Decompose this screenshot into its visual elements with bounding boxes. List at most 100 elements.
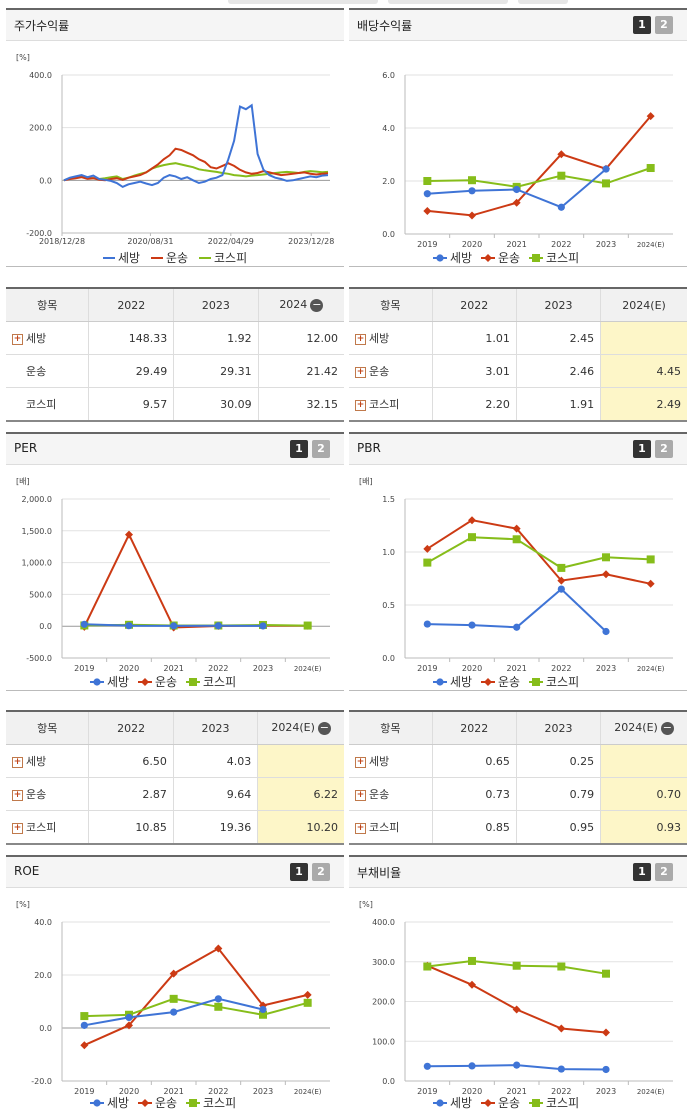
view-1-button[interactable]: 1 [633, 440, 651, 458]
value-cell: 29.31 [173, 354, 259, 388]
expand-plus-icon[interactable]: + [12, 822, 23, 834]
view-1-button[interactable]: 1 [290, 440, 308, 458]
data-point [80, 1041, 89, 1050]
cell-value: 0.93 [656, 820, 682, 834]
expand-plus-icon[interactable]: + [12, 756, 23, 768]
expand-plus-icon[interactable]: + [355, 333, 366, 345]
view-2-button[interactable]: 2 [655, 16, 673, 34]
y-tick-label: 200.0 [29, 124, 52, 133]
cell-value: 0.95 [569, 820, 595, 834]
collapse-icon[interactable]: − [660, 720, 674, 735]
column-header-label: 2023 [201, 721, 230, 735]
expand-plus-icon[interactable]: + [355, 399, 366, 411]
data-point [423, 620, 431, 628]
expand-plus-icon[interactable]: + [355, 789, 366, 801]
panel-header: ROE 1 2 [6, 855, 344, 888]
column-header: 2024(E) [600, 287, 687, 322]
data-point [423, 206, 432, 215]
data-point [169, 969, 178, 978]
view-1-button[interactable]: 1 [633, 863, 651, 881]
table-row: + 코스피 2.20 1.91 2.49 [349, 387, 687, 422]
x-tick-label: 2019 [74, 1087, 94, 1096]
x-tick-label: 2023 [596, 664, 616, 673]
table-row: + 세방 0.65 0.25 [349, 744, 687, 778]
legend-label: 운송 [155, 1096, 177, 1110]
cell-value: 0.65 [485, 754, 510, 768]
collapse-icon[interactable]: − [310, 297, 324, 312]
legend-label: 운송 [498, 675, 520, 689]
axis-unit-label: [배] [16, 477, 30, 486]
view-2-button[interactable]: 2 [312, 863, 330, 881]
series-line [63, 147, 329, 182]
row-label-cell: + 코스피 [349, 810, 433, 845]
data-point [532, 254, 540, 262]
cell-value: 21.42 [306, 364, 339, 378]
panel-title: PER [14, 441, 38, 455]
y-tick-label: 1,000.0 [21, 559, 52, 568]
y-tick-label: 0.0 [382, 230, 395, 239]
data-point [303, 621, 312, 630]
y-tick-label: 4.0 [382, 124, 395, 133]
row-label-cell: + 운송 [349, 354, 433, 388]
y-tick-label: 500.0 [29, 590, 52, 599]
collapse-icon[interactable]: − [317, 720, 331, 735]
row-label-cell: + 세방 [349, 321, 433, 355]
cell-value: 2.20 [485, 397, 510, 411]
series-line [427, 167, 652, 188]
table-row: + 코스피 10.85 19.36 10.20 [6, 810, 344, 845]
value-cell: 1.91 [515, 387, 601, 422]
data-point [125, 1021, 133, 1030]
cell-value: 10.20 [306, 820, 339, 834]
view-1-button[interactable]: 1 [290, 863, 308, 881]
data-point [557, 1065, 565, 1073]
view-2-button[interactable]: 2 [655, 440, 673, 458]
data-point [468, 1062, 476, 1070]
debt-ratio-chart: [%] 400.0 300.0 200.0 100.0 0.0 2019 2020 2021 20… [359, 900, 673, 1110]
data-point [513, 1061, 521, 1069]
panel-header: PBR 1 2 [349, 432, 687, 465]
row-label: 코스피 [26, 821, 57, 834]
panel-header: 주가수익률 [6, 8, 344, 41]
cell-value: 19.36 [219, 820, 252, 834]
view-2-button[interactable]: 2 [655, 863, 673, 881]
divider [6, 266, 344, 267]
y-tick-label: -200.0 [26, 229, 52, 238]
dividend-yield-panel: 배당수익률 1 2 6.0 4.0 2.0 0.0 2019 2020 2021 2022 20… [349, 8, 687, 268]
cell-value: 12.00 [306, 331, 339, 345]
legend-label: 세방 [450, 675, 472, 689]
value-cell: 32.15 [257, 387, 344, 422]
data-point [557, 576, 566, 585]
row-label-cell: + 세방 [6, 321, 89, 355]
value-cell: 6.50 [88, 744, 174, 778]
per-table: 항목 2022 2023 2024(E) − + 세방 6.50 4.03 + 운송 2.87 9.64… [6, 710, 344, 845]
column-header: 2022 [88, 287, 174, 322]
x-tick-label: 2018/12/28 [39, 237, 85, 246]
y-tick-label: 0.0 [39, 1024, 52, 1033]
view-2-button[interactable]: 2 [312, 440, 330, 458]
data-point [93, 678, 101, 686]
data-point [189, 678, 197, 686]
expand-plus-icon[interactable]: + [355, 756, 366, 768]
row-label: 세방 [26, 755, 47, 768]
view-1-button[interactable]: 1 [633, 16, 651, 34]
series-line [63, 162, 329, 182]
row-label: 세방 [26, 332, 47, 345]
x-tick-label: 2024(E) [637, 1088, 665, 1096]
column-header-label: 2023 [544, 298, 573, 312]
data-point [646, 112, 655, 121]
data-point [169, 994, 178, 1003]
y-tick-label: 300.0 [372, 958, 395, 967]
column-header: 2022 [431, 710, 517, 745]
expand-plus-icon[interactable]: + [12, 789, 23, 801]
expand-plus-icon[interactable]: + [355, 822, 366, 834]
cell-value: 2.87 [142, 787, 167, 801]
expand-plus-icon[interactable]: + [355, 366, 366, 378]
data-point [512, 524, 521, 533]
data-point [602, 165, 610, 173]
legend-label: 운송 [498, 1096, 520, 1110]
x-tick-label: 2022 [551, 240, 571, 249]
expand-plus-icon[interactable]: + [12, 333, 23, 345]
cell-value: 1.92 [227, 331, 252, 345]
data-point [93, 1099, 101, 1107]
data-point [468, 956, 476, 965]
